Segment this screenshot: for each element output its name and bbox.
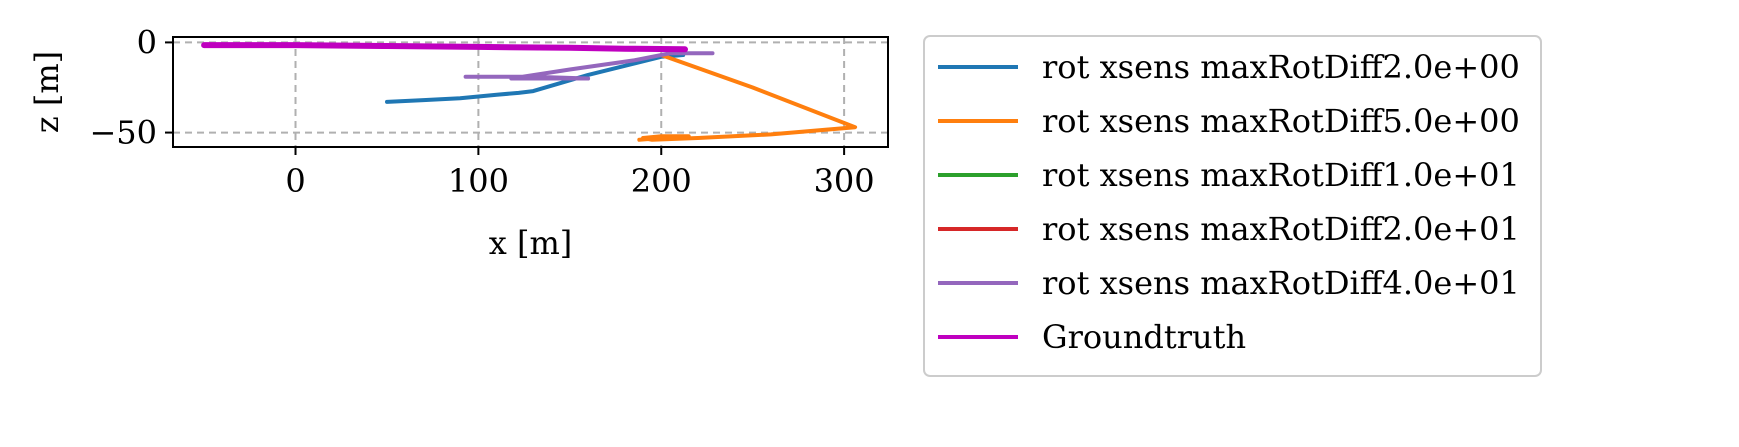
y-axis-label: z [m] [28,51,66,133]
series-line [201,42,688,53]
series-line [637,53,858,142]
legend-entry: rot xsens maxRotDiff4.0e+01 [1042,264,1520,302]
x-tick-label: 200 [631,162,692,200]
legend-entry: rot xsens maxRotDiff1.0e+01 [1042,156,1520,194]
plot-series [201,42,858,142]
y-tick-label: 0 [137,23,157,61]
plot-frame [172,36,889,148]
legend-entry: rot xsens maxRotDiff5.0e+00 [1042,102,1520,140]
legend: rot xsens maxRotDiff2.0e+00 rot xsens max… [923,35,1542,377]
axis-ticks: 0 100 200 300 0 −50 [89,23,874,200]
x-tick-label: 300 [814,162,875,200]
series-line [463,51,715,81]
legend-entry: Groundtruth [1042,318,1246,356]
x-tick-label: 100 [448,162,509,200]
y-tick-label: −50 [89,114,157,152]
x-axis-label: x [m] [489,224,573,262]
legend-entry: rot xsens maxRotDiff2.0e+00 [1042,48,1520,86]
series-line [385,53,686,104]
x-tick-label: 0 [285,162,305,200]
legend-box [923,35,1542,377]
legend-entry: rot xsens maxRotDiff2.0e+01 [1042,210,1520,248]
